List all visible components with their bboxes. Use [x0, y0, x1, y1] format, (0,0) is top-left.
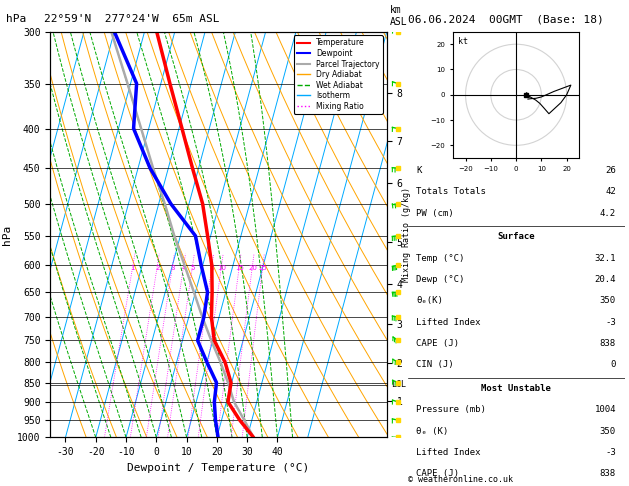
- Text: 3: 3: [170, 265, 175, 271]
- Text: kt: kt: [458, 36, 468, 46]
- Text: 0: 0: [611, 361, 616, 369]
- Legend: Temperature, Dewpoint, Parcel Trajectory, Dry Adiabat, Wet Adiabat, Isotherm, Mi: Temperature, Dewpoint, Parcel Trajectory…: [294, 35, 383, 114]
- Text: 32.1: 32.1: [594, 254, 616, 262]
- Text: Mixing Ratio (g/kg): Mixing Ratio (g/kg): [403, 187, 411, 282]
- Text: 838: 838: [600, 339, 616, 348]
- Text: 350: 350: [600, 296, 616, 305]
- Text: CAPE (J): CAPE (J): [416, 469, 459, 478]
- Text: 5: 5: [191, 265, 195, 271]
- Text: 15: 15: [235, 265, 244, 271]
- Text: LCL: LCL: [391, 380, 406, 389]
- Text: 350: 350: [600, 427, 616, 435]
- Text: hPa: hPa: [6, 15, 26, 24]
- Text: -3: -3: [605, 448, 616, 457]
- Text: © weatheronline.co.uk: © weatheronline.co.uk: [408, 474, 513, 484]
- Text: θₑ(K): θₑ(K): [416, 296, 443, 305]
- Text: 4: 4: [182, 265, 186, 271]
- Text: Dewp (°C): Dewp (°C): [416, 275, 465, 284]
- Text: CAPE (J): CAPE (J): [416, 339, 459, 348]
- Text: Lifted Index: Lifted Index: [416, 318, 481, 327]
- Text: 06.06.2024  00GMT  (Base: 18): 06.06.2024 00GMT (Base: 18): [408, 15, 603, 24]
- Text: 22°59'N  277°24'W  65m ASL: 22°59'N 277°24'W 65m ASL: [44, 15, 220, 24]
- Text: 20.4: 20.4: [594, 275, 616, 284]
- Text: 42: 42: [605, 188, 616, 196]
- Text: PW (cm): PW (cm): [416, 209, 454, 218]
- Text: 25: 25: [259, 265, 267, 271]
- Text: Pressure (mb): Pressure (mb): [416, 405, 486, 414]
- Text: 4.2: 4.2: [600, 209, 616, 218]
- Text: CIN (J): CIN (J): [416, 361, 454, 369]
- Text: Temp (°C): Temp (°C): [416, 254, 465, 262]
- Text: 10: 10: [217, 265, 226, 271]
- Text: 838: 838: [600, 469, 616, 478]
- Text: 2: 2: [155, 265, 160, 271]
- Text: Totals Totals: Totals Totals: [416, 188, 486, 196]
- Y-axis label: hPa: hPa: [1, 225, 11, 244]
- Text: Surface: Surface: [498, 232, 535, 241]
- X-axis label: Dewpoint / Temperature (°C): Dewpoint / Temperature (°C): [128, 463, 309, 473]
- Text: 26: 26: [605, 166, 616, 175]
- Text: 1: 1: [131, 265, 135, 271]
- Text: 8: 8: [210, 265, 214, 271]
- Text: 1004: 1004: [594, 405, 616, 414]
- Text: Lifted Index: Lifted Index: [416, 448, 481, 457]
- Text: θₑ (K): θₑ (K): [416, 427, 448, 435]
- Text: -3: -3: [605, 318, 616, 327]
- Text: km
ASL: km ASL: [390, 5, 408, 27]
- Text: Most Unstable: Most Unstable: [481, 384, 551, 393]
- Text: 20: 20: [248, 265, 257, 271]
- Text: K: K: [416, 166, 421, 175]
